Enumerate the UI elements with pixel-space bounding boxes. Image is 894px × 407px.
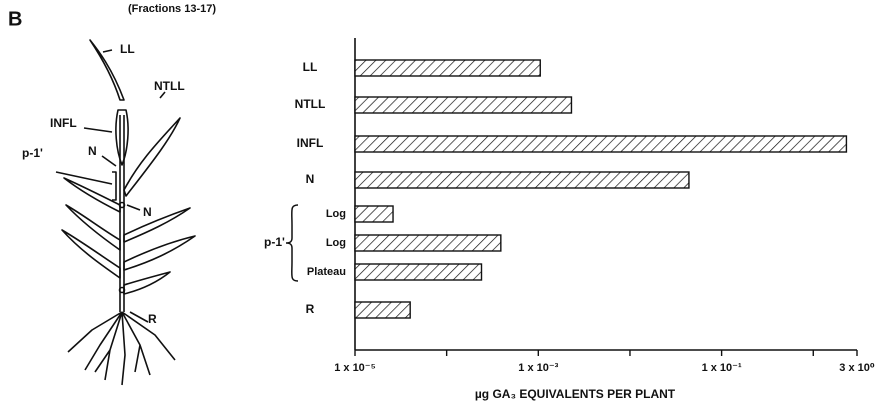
diagram-label: R: [148, 312, 157, 326]
y-tick-label: LL: [303, 60, 318, 74]
bar: [355, 97, 571, 113]
group-label: p-1': [264, 235, 285, 249]
y-tick-label: R: [306, 302, 315, 316]
diagram-label: INFL: [50, 116, 77, 130]
diagram-label: LL: [120, 42, 135, 56]
bar: [355, 302, 410, 318]
y-tick-label: N: [306, 172, 315, 186]
x-tick-label: 3 x 10⁰: [839, 362, 875, 374]
y-tick-label: Log: [326, 237, 346, 249]
bar: [355, 136, 846, 152]
diagram-label: p-1': [22, 146, 43, 160]
y-tick-label: Plateau: [307, 266, 346, 278]
bar: [355, 206, 393, 222]
group-brace: [286, 205, 298, 281]
diagram-label: N: [88, 144, 97, 158]
x-tick-label: 1 x 10⁻¹: [702, 362, 742, 374]
diagram-label: N: [143, 205, 152, 219]
y-tick-label: Log: [326, 208, 346, 220]
bar: [355, 172, 689, 188]
y-tick-label: INFL: [297, 136, 324, 150]
bar: [355, 60, 540, 76]
diagram-label: NTLL: [154, 79, 185, 93]
panel-label: B: [8, 8, 22, 30]
y-tick-label: NTLL: [295, 97, 326, 111]
bar: [355, 235, 501, 251]
bar: [355, 264, 482, 280]
subtitle: (Fractions 13-17): [128, 3, 216, 15]
x-tick-label: 1 x 10⁻³: [518, 362, 558, 374]
x-tick-label: 1 x 10⁻⁵: [334, 362, 376, 374]
x-axis-label: µg GA₃ EQUIVALENTS PER PLANT: [475, 387, 676, 401]
figure: B (Fractions 13-17) LL NTLL INFL p-1' N …: [0, 0, 894, 407]
